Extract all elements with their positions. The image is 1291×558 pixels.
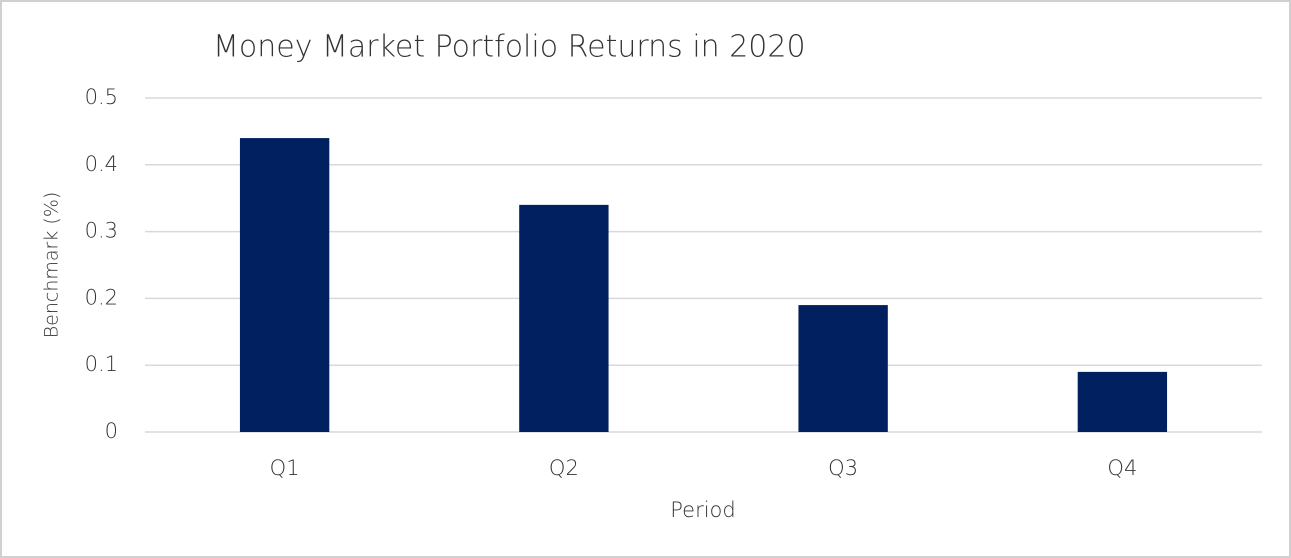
y-tick-label: 0.2 xyxy=(85,285,118,309)
y-tick-label: 0.3 xyxy=(85,219,118,243)
bar xyxy=(1077,371,1168,432)
bar xyxy=(798,305,888,432)
x-axis-label: Period xyxy=(670,498,735,522)
x-tick-label: Q3 xyxy=(828,456,858,480)
y-tick-label: 0.5 xyxy=(85,85,118,109)
x-tick-label: Q1 xyxy=(270,456,300,480)
y-tick-label: 0.1 xyxy=(85,352,118,376)
y-tick-label: 0.4 xyxy=(85,152,118,176)
x-tick-label: Q4 xyxy=(1107,456,1137,480)
y-tick-label: 0 xyxy=(105,419,118,443)
bar xyxy=(519,204,609,432)
bar xyxy=(239,138,330,432)
x-tick-label: Q2 xyxy=(549,456,579,480)
chart-title: Money Market Portfolio Returns in 2020 xyxy=(213,30,806,65)
y-axis-label: Benchmark (%) xyxy=(41,192,63,339)
